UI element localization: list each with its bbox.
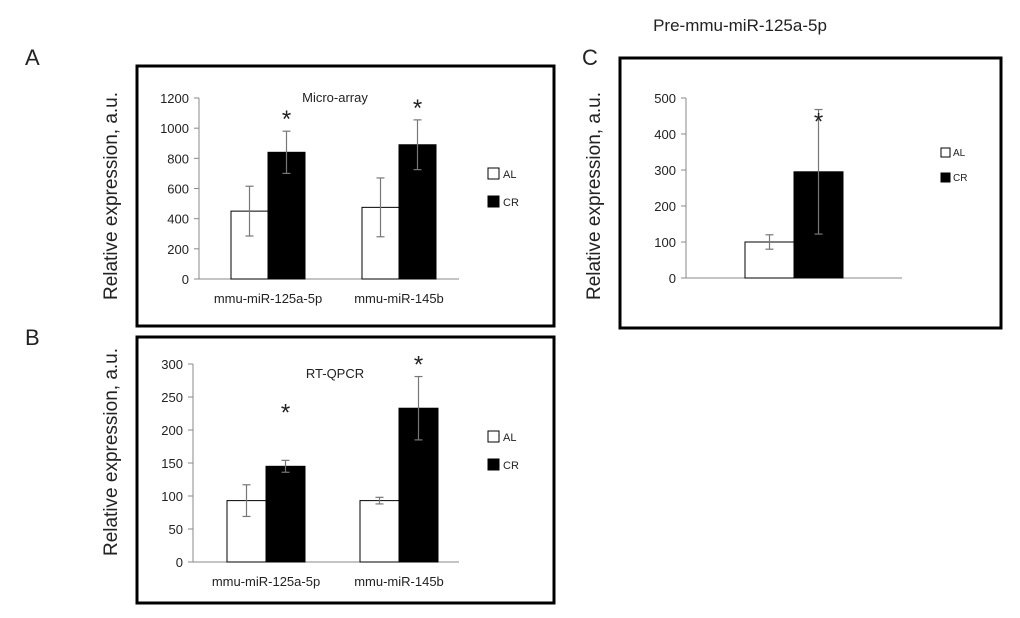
panel-c-significance-star: * [814, 109, 823, 136]
panel-b: B RT-QPCR Relative expression, a.u. 0 50 1… [25, 325, 556, 605]
panel-b-significance-star: * [414, 352, 423, 379]
panel-b-category-label: mmu-miR-145b [354, 574, 444, 589]
panel-letter-c: C [582, 45, 598, 70]
panel-letter-b: B [25, 325, 40, 350]
panel-b-ylabel: Relative expression, a.u. [101, 348, 122, 556]
panel-a-legend-swatch-cr [487, 195, 500, 208]
panel-a-significance-star: * [413, 95, 422, 122]
panel-c-legend-swatch-cr [940, 172, 951, 183]
panel-letter-a: A [25, 45, 40, 70]
panel-c-ytick-label: 200 [654, 199, 676, 214]
panel-c-plot: 0 100 200 300 400 500 * AL CR [654, 91, 967, 286]
panel-a-category-label: mmu-miR-125a-5p [214, 291, 322, 306]
panel-b-legend-swatch-al [487, 430, 500, 443]
panel-b-ytick-label: 250 [161, 390, 183, 405]
panel-c-ylabel: Relative expression, a.u. [584, 92, 605, 300]
panel-a-frame [135, 64, 556, 328]
panel-a-ylabel: Relative expression, a.u. [101, 92, 122, 300]
panel-a-ytick-label: 0 [182, 272, 189, 287]
panel-b-ytick-label: 100 [161, 489, 183, 504]
panel-a-legend-swatch-al [487, 167, 500, 180]
panel-b-bar-cr [265, 465, 306, 563]
panel-a-ytick-label: 600 [167, 182, 189, 197]
panel-a: A Micro-array Relative expression, a.u. … [25, 45, 556, 328]
panel-a-ytick-label: 200 [167, 242, 189, 257]
panel-a-legend-label-cr: CR [503, 197, 519, 209]
panel-a-category-label: mmu-miR-145b [354, 291, 444, 306]
panel-c-legend-label-al: AL [953, 148, 966, 159]
panel-a-ytick-label: 1000 [160, 121, 189, 136]
panel-b-title: RT-QPCR [306, 366, 364, 381]
panel-a-plot: 0 200 400 600 800 1000 1200 mmu-miR-125a-5p mmu-… [160, 91, 519, 306]
panel-b-legend-label-cr: CR [503, 460, 519, 472]
panel-b-legend-label-al: AL [503, 432, 516, 444]
panel-b-ytick-label: 200 [161, 423, 183, 438]
panel-b-significance-star: * [281, 399, 290, 426]
panel-b-ytick-label: 50 [169, 522, 183, 537]
panel-c-ytick-label: 400 [654, 127, 676, 142]
panel-c-legend-label-cr: CR [953, 173, 967, 184]
panel-b-plot: 0 50 100 150 200 250 300 mmu-miR-125a-5p mmu-miR… [161, 352, 519, 589]
panel-a-ytick-label: 800 [167, 151, 189, 166]
panel-b-ytick-label: 300 [161, 357, 183, 372]
panel-a-title: Micro-array [302, 90, 368, 105]
panel-b-ytick-label: 150 [161, 456, 183, 471]
panel-c-ytick-label: 100 [654, 235, 676, 250]
panel-c-frame [618, 56, 1003, 330]
figure-title: Pre-mmu-miR-125a-5p [653, 16, 827, 35]
panel-a-significance-star: * [282, 106, 291, 133]
panel-c: C Relative expression, a.u. 0 100 200 300 40… [582, 45, 1003, 330]
panel-a-ytick-label: 1200 [160, 91, 189, 106]
panel-b-legend-swatch-cr [487, 458, 500, 471]
panel-b-category-label: mmu-miR-125a-5p [212, 574, 320, 589]
panel-c-ytick-label: 300 [654, 163, 676, 178]
panel-b-ytick-label: 0 [176, 555, 183, 570]
panel-c-ytick-label: 500 [654, 91, 676, 106]
panel-b-frame [135, 335, 556, 605]
panel-a-ytick-label: 400 [167, 212, 189, 227]
panel-b-bar-al [359, 500, 400, 563]
panel-c-legend-swatch-al [940, 147, 951, 158]
panel-c-ytick-label: 0 [669, 271, 676, 286]
panel-a-legend-label-al: AL [503, 169, 516, 181]
